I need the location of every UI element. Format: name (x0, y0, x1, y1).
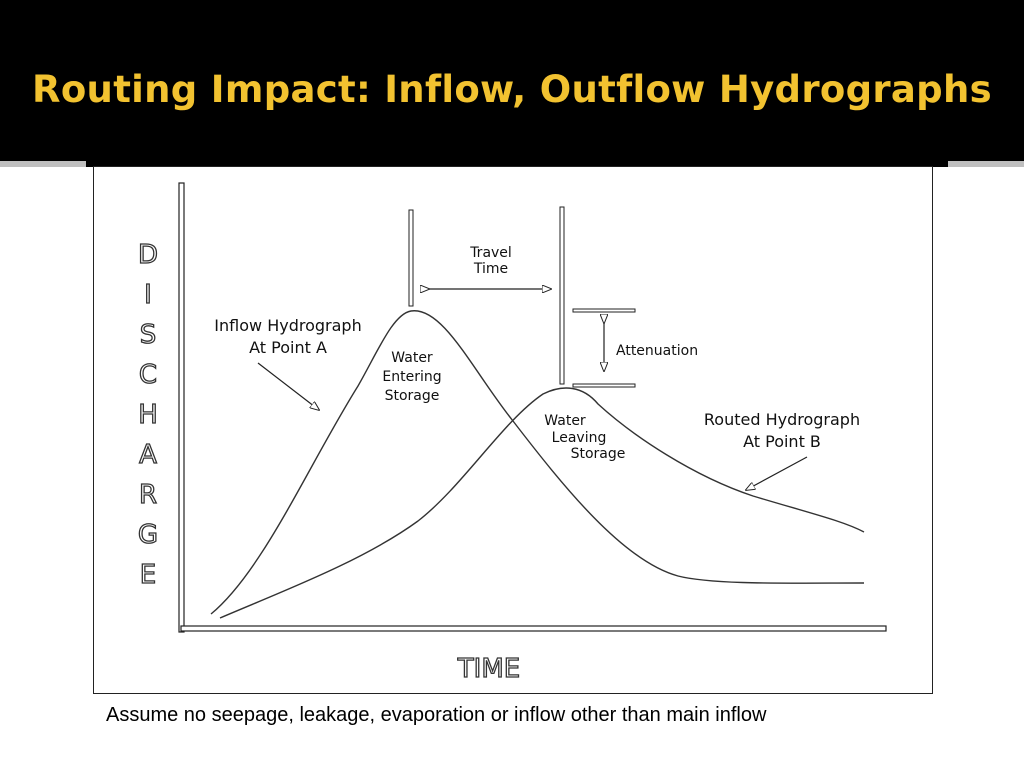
water-entering-storage-label: Water Entering Storage (382, 350, 441, 404)
x-axis-label: TIME (457, 654, 520, 684)
inflow-hydrograph-label: Inflow Hydrograph At Point A (214, 316, 361, 357)
y-axis-label: D I S C H A R G E (137, 239, 158, 590)
svg-text:Leaving: Leaving (552, 430, 607, 446)
figure-frame (93, 166, 933, 694)
inflow-pointer-arrow (257, 362, 319, 410)
routed-pointer-arrow (746, 456, 808, 490)
inflow-hydrograph-curve (210, 310, 865, 615)
slide-caption: Assume no seepage, leakage, evaporation … (106, 704, 767, 726)
y-letter-4: C (139, 360, 157, 390)
slide-title: Routing Impact: Inflow, Outflow Hydrogra… (32, 68, 992, 111)
title-bar: Routing Impact: Inflow, Outflow Hydrogra… (0, 0, 1024, 160)
svg-text:Storage: Storage (571, 446, 626, 462)
svg-text:Travel: Travel (469, 245, 512, 261)
routed-hydrograph-curve (219, 387, 865, 619)
svg-text:At Point B: At Point B (743, 432, 821, 451)
y-axis (178, 182, 185, 633)
inflow-peak-marker (408, 209, 414, 307)
title-rule-right (948, 161, 1024, 167)
y-letter-7: R (139, 480, 157, 510)
attenuation-label: Attenuation (616, 343, 698, 359)
svg-text:Storage: Storage (385, 388, 440, 404)
routed-hydrograph-label: Routed Hydrograph At Point B (704, 410, 860, 451)
svg-text:Time: Time (473, 261, 508, 277)
svg-text:Entering: Entering (382, 369, 441, 385)
title-rule-left (0, 161, 86, 167)
attenuation-top-bar (572, 308, 636, 313)
svg-text:At Point A: At Point A (249, 338, 327, 357)
x-axis (180, 625, 887, 632)
attenuation-bottom-bar (572, 383, 636, 388)
travel-time-label: Travel Time (469, 245, 512, 277)
y-letter-6: A (139, 440, 157, 470)
svg-text:Routed Hydrograph: Routed Hydrograph (704, 410, 860, 429)
svg-text:Inflow Hydrograph: Inflow Hydrograph (214, 316, 361, 335)
y-letter-5: H (138, 400, 158, 430)
water-leaving-storage-label: Water Leaving Storage (544, 413, 625, 462)
svg-text:Water: Water (544, 413, 586, 429)
y-letter-3: S (140, 320, 157, 350)
y-letter-8: G (138, 520, 158, 550)
svg-text:Water: Water (391, 350, 433, 366)
outflow-peak-marker (559, 206, 565, 385)
y-letter-9: E (140, 560, 156, 590)
y-letter-1: D (138, 240, 158, 270)
hydrograph-diagram: D I S C H A R G E TIME Travel Time Atten… (137, 182, 887, 685)
y-letter-2: I (144, 280, 152, 310)
